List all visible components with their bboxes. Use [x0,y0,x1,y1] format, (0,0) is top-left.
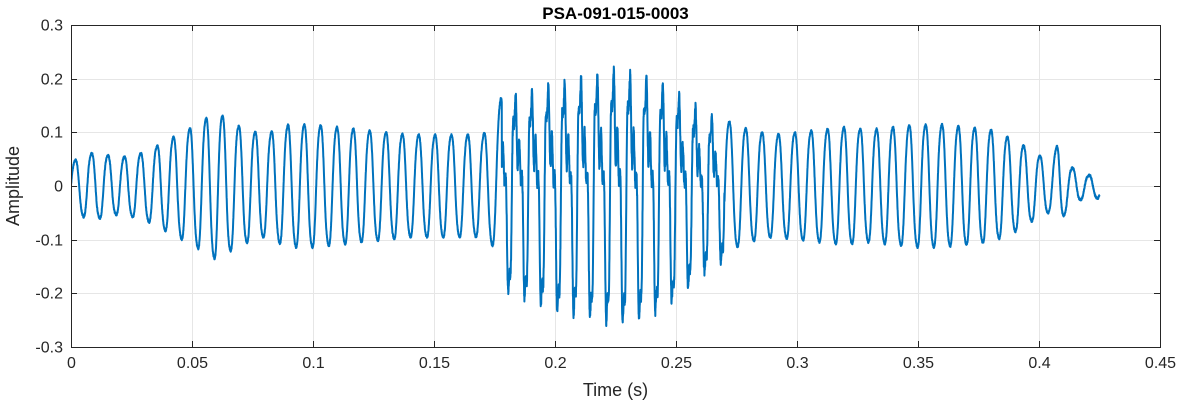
y-tick-label: 0 [54,179,63,196]
y-tick-label: 0.1 [41,125,63,142]
y-tick-label: 0.3 [41,18,63,35]
x-axis-label: Time (s) [583,380,648,400]
x-tick-label: 0 [67,355,76,372]
series-layer [71,65,1101,328]
y-axis-label: Amplitude [3,146,23,226]
chart-title: PSA-091-015-0003 [542,4,688,23]
y-tick-label: -0.3 [35,340,63,357]
x-tick-label: 0.2 [544,355,566,372]
axis-ticks: 0 0.05 0.1 0.15 0.2 0.25 0.3 0.35 0.4 0.45 -0.3 -0.… [35,18,1176,373]
x-tick-label: 0.1 [302,355,324,372]
x-tick-label: 0.15 [419,355,450,372]
y-tick-label: 0.2 [41,72,63,89]
x-tick-label: 0.4 [1028,355,1050,372]
x-tick-label: 0.35 [903,355,934,372]
x-tick-label: 0.25 [661,355,692,372]
y-tick-label: -0.1 [35,233,63,250]
y-tick-label: -0.2 [35,286,63,303]
x-tick-label: 0.3 [786,355,808,372]
series-line-0 [71,65,1101,328]
x-tick-label: 0.05 [177,355,208,372]
x-tick-label: 0.45 [1145,355,1176,372]
